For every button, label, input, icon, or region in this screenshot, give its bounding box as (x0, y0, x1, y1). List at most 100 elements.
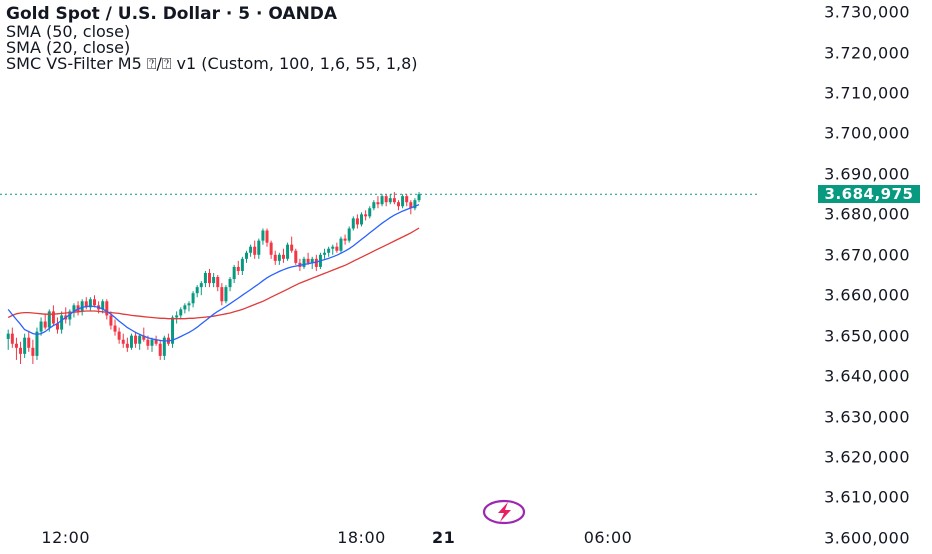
candle-body (286, 244, 290, 259)
symbol-title[interactable]: Gold Spot / U.S. Dollar · 5 · OANDA (6, 4, 338, 24)
candle-body (339, 238, 343, 251)
indicator-legend[interactable]: SMC VS-Filter M5 ⍰/⍰ v1 (Custom, 100, 1,… (6, 54, 418, 73)
candle-body (216, 277, 220, 288)
candle-body (60, 315, 64, 330)
candle-body (380, 196, 384, 205)
candle-body (154, 339, 158, 344)
price-tick-label: 3.660,000 (824, 285, 910, 305)
candle-body (323, 252, 327, 255)
sma50-line (7, 227, 420, 320)
candle-body (10, 333, 14, 344)
candle-body (281, 254, 285, 259)
candle-body (142, 335, 146, 340)
candle-body (413, 200, 417, 209)
candle-body (92, 299, 96, 306)
candle-body (51, 311, 55, 324)
candle-body (401, 196, 405, 207)
candle-body (183, 305, 187, 310)
candle-body (191, 293, 195, 304)
candle-body (306, 258, 310, 263)
price-tick-label: 3.640,000 (824, 366, 910, 386)
candle-body (212, 277, 216, 284)
candle-body (314, 258, 318, 267)
candle-body (171, 317, 175, 344)
candle-body (6, 333, 10, 339)
candle-body (195, 287, 199, 294)
legend: Gold Spot / U.S. Dollar · 5 · OANDA SMA … (6, 4, 418, 72)
candle-body (335, 246, 339, 251)
time-tick-label: 18:00 (337, 528, 386, 547)
candle-body (355, 218, 359, 225)
candle-body (244, 252, 248, 259)
candle-body (27, 337, 31, 348)
price-tick-label: 3.600,000 (824, 528, 910, 548)
candle-body (35, 331, 39, 356)
price-tick-label: 3.710,000 (824, 83, 910, 103)
candle-body (232, 266, 236, 280)
price-tick-label: 3.630,000 (824, 407, 910, 427)
last-price-label: 3.684,975 (818, 185, 920, 204)
candle-body (31, 347, 35, 356)
candle-body (101, 301, 105, 310)
candle-body (19, 347, 23, 354)
price-tick-label: 3.620,000 (824, 447, 910, 467)
candle-body (310, 258, 314, 263)
price-tick-label: 3.680,000 (824, 204, 910, 224)
candle-body (368, 208, 372, 217)
candle-body (125, 343, 129, 348)
sma20-legend[interactable]: SMA (20, close) (6, 38, 131, 57)
candle-body (117, 331, 121, 340)
candle-body (14, 343, 18, 348)
candle-body (360, 214, 364, 225)
candle-body (372, 202, 376, 209)
time-tick-label: 12:00 (41, 528, 91, 547)
candle-body (249, 246, 253, 253)
candles-group (6, 192, 421, 364)
candle-body (257, 240, 261, 255)
price-tick-label: 3.690,000 (824, 164, 910, 184)
candle-body (175, 315, 179, 318)
candle-body (88, 299, 92, 308)
candle-body (224, 287, 228, 302)
candle-body (203, 272, 207, 284)
candle-body (331, 246, 335, 249)
candle-body (134, 335, 138, 344)
candle-body (150, 339, 154, 346)
candle-body (43, 321, 47, 328)
candle-body (351, 218, 355, 229)
candle-body (327, 248, 331, 253)
candle-body (347, 228, 351, 241)
candle-body (146, 339, 150, 346)
candle-body (409, 202, 413, 209)
candle-body (343, 238, 347, 241)
candle-body (277, 254, 281, 261)
candle-body (187, 303, 191, 306)
price-tick-label: 3.650,000 (824, 326, 910, 346)
candle-body (228, 279, 232, 288)
candle-body (68, 311, 72, 320)
lightning-icon[interactable] (481, 497, 527, 531)
candle-body (179, 309, 183, 316)
sma50-legend[interactable]: SMA (50, close) (6, 22, 131, 41)
candle-body (364, 214, 368, 217)
candle-body (129, 335, 133, 348)
candle-body (384, 196, 388, 203)
candle-body (269, 242, 273, 255)
candle-body (113, 325, 117, 332)
candle-body (236, 266, 240, 271)
candle-body (265, 230, 269, 243)
candle-body (261, 230, 265, 241)
candle-body (109, 315, 113, 326)
candle-body (162, 337, 166, 356)
candle-body (39, 321, 43, 332)
candle-body (208, 272, 212, 284)
price-tick-label: 3.700,000 (824, 123, 910, 143)
candle-body (138, 335, 142, 344)
sma20-line (7, 203, 420, 342)
candle-body (294, 250, 298, 263)
price-tick-label: 3.670,000 (824, 245, 910, 265)
time-tick-label: 21 (432, 528, 456, 547)
time-tick-label: 06:00 (583, 528, 633, 547)
